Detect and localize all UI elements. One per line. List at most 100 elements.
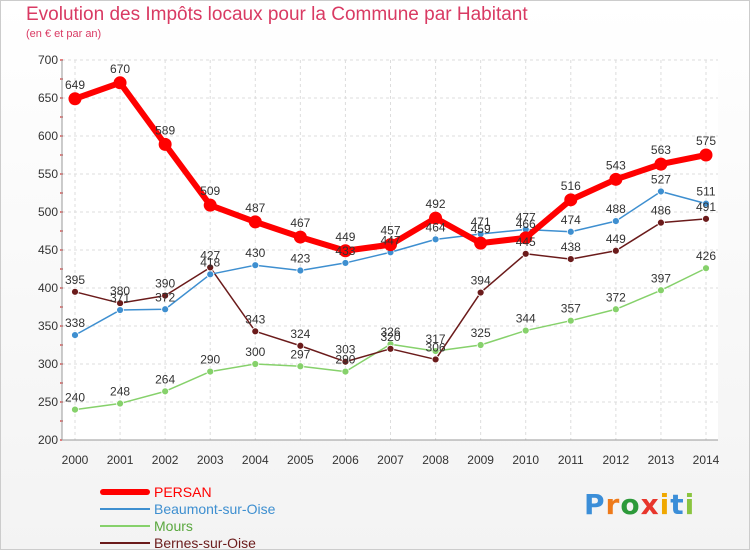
- logo-letter: P: [584, 488, 606, 521]
- data-label: 264: [155, 372, 175, 386]
- data-label: 474: [561, 213, 581, 227]
- data-label: 290: [335, 353, 355, 367]
- x-tick-label: 2012: [603, 453, 630, 467]
- data-point: [702, 199, 710, 208]
- data-point: [296, 341, 305, 350]
- y-tick-label: 700: [38, 53, 58, 67]
- data-point: [521, 326, 530, 335]
- data-point: [474, 236, 488, 250]
- legend-label: Bernes-sur-Oise: [154, 535, 256, 551]
- data-point: [116, 399, 124, 408]
- x-tick-label: 2001: [107, 453, 134, 467]
- x-tick-label: 2003: [197, 453, 224, 467]
- logo-letter: o: [620, 488, 641, 521]
- data-label: 357: [561, 302, 581, 316]
- data-label: 380: [110, 284, 130, 298]
- x-tick-label: 2007: [377, 453, 404, 467]
- data-point: [564, 193, 578, 207]
- data-point: [206, 367, 215, 376]
- legend-swatch: [100, 489, 150, 495]
- x-tick-label: 2009: [467, 453, 494, 467]
- y-tick-label: 350: [38, 319, 58, 333]
- data-label: 418: [200, 255, 220, 269]
- data-label: 449: [335, 230, 355, 244]
- data-point: [519, 231, 533, 245]
- data-point: [702, 214, 710, 223]
- x-tick-label: 2014: [693, 453, 720, 467]
- data-point: [341, 357, 350, 366]
- data-label: 397: [651, 271, 671, 285]
- data-label: 464: [426, 220, 446, 234]
- data-point: [161, 291, 170, 300]
- y-tick-label: 650: [38, 91, 58, 105]
- legend-label: PERSAN: [154, 484, 212, 500]
- legend-item-persan: PERSAN: [100, 484, 360, 501]
- series-layer: [68, 76, 713, 414]
- x-tick-label: 2005: [287, 453, 314, 467]
- data-point: [431, 347, 440, 355]
- legend-swatch: [100, 525, 150, 527]
- x-tick-label: 2010: [512, 453, 539, 467]
- data-label: 488: [606, 202, 626, 216]
- data-point: [476, 288, 485, 297]
- legend-swatch: [100, 542, 150, 544]
- data-label: 290: [200, 353, 220, 367]
- data-point: [431, 355, 440, 364]
- data-point: [251, 261, 260, 270]
- data-point: [251, 360, 260, 368]
- data-label: 395: [65, 273, 85, 287]
- data-label: 390: [155, 277, 175, 291]
- legend-item-bernes: Bernes-sur-Oise: [100, 535, 360, 552]
- data-label: 543: [606, 158, 626, 172]
- y-tick-label: 550: [38, 167, 58, 181]
- data-point: [429, 211, 443, 225]
- data-point: [609, 172, 623, 186]
- chart-title: Evolution des Impôts locaux pour la Comm…: [26, 4, 528, 25]
- data-label: 344: [516, 312, 536, 326]
- data-point: [611, 217, 620, 226]
- data-point: [386, 344, 395, 353]
- data-label: 300: [245, 345, 265, 359]
- legend-item-beaumont: Beaumont-sur-Oise: [100, 501, 360, 518]
- x-tick-label: 2000: [62, 453, 89, 467]
- logo-letter: i: [659, 488, 671, 521]
- legend-label: Mours: [154, 518, 193, 534]
- data-label: 491: [696, 200, 716, 214]
- data-label: 438: [561, 240, 581, 254]
- data-point: [341, 259, 350, 267]
- data-label: 459: [471, 222, 491, 236]
- data-point: [654, 157, 668, 171]
- data-point: [657, 187, 665, 196]
- data-label: 303: [335, 343, 355, 357]
- data-label: 477: [516, 210, 536, 224]
- data-label: 492: [426, 197, 446, 211]
- y-tick-label: 300: [38, 357, 58, 371]
- data-point: [341, 367, 350, 376]
- data-label: 240: [65, 391, 85, 405]
- data-label: 445: [516, 235, 536, 249]
- data-label: 430: [245, 246, 265, 260]
- x-tick-label: 2013: [648, 453, 675, 467]
- data-point: [566, 255, 575, 264]
- data-point: [116, 306, 124, 314]
- data-point: [251, 327, 260, 336]
- legend: PERSAN Beaumont-sur-Oise Mours Bernes-su…: [100, 484, 360, 552]
- logo-letter: t: [670, 488, 685, 521]
- data-point: [206, 270, 215, 279]
- y-tick-label: 500: [38, 205, 58, 219]
- data-label: 486: [651, 204, 671, 218]
- data-label: 324: [290, 327, 310, 341]
- data-label: 426: [696, 249, 716, 263]
- legend-swatch: [100, 508, 150, 510]
- logo-letter: r: [605, 488, 621, 521]
- data-label: 343: [245, 312, 265, 326]
- data-label: 649: [65, 78, 85, 92]
- y-tick-label: 400: [38, 281, 58, 295]
- x-tick-label: 2004: [242, 453, 269, 467]
- data-point: [71, 405, 79, 414]
- data-label: 575: [696, 134, 716, 148]
- chart-subtitle: (en € et par an): [26, 28, 102, 40]
- data-point: [566, 316, 575, 325]
- data-point: [71, 331, 79, 340]
